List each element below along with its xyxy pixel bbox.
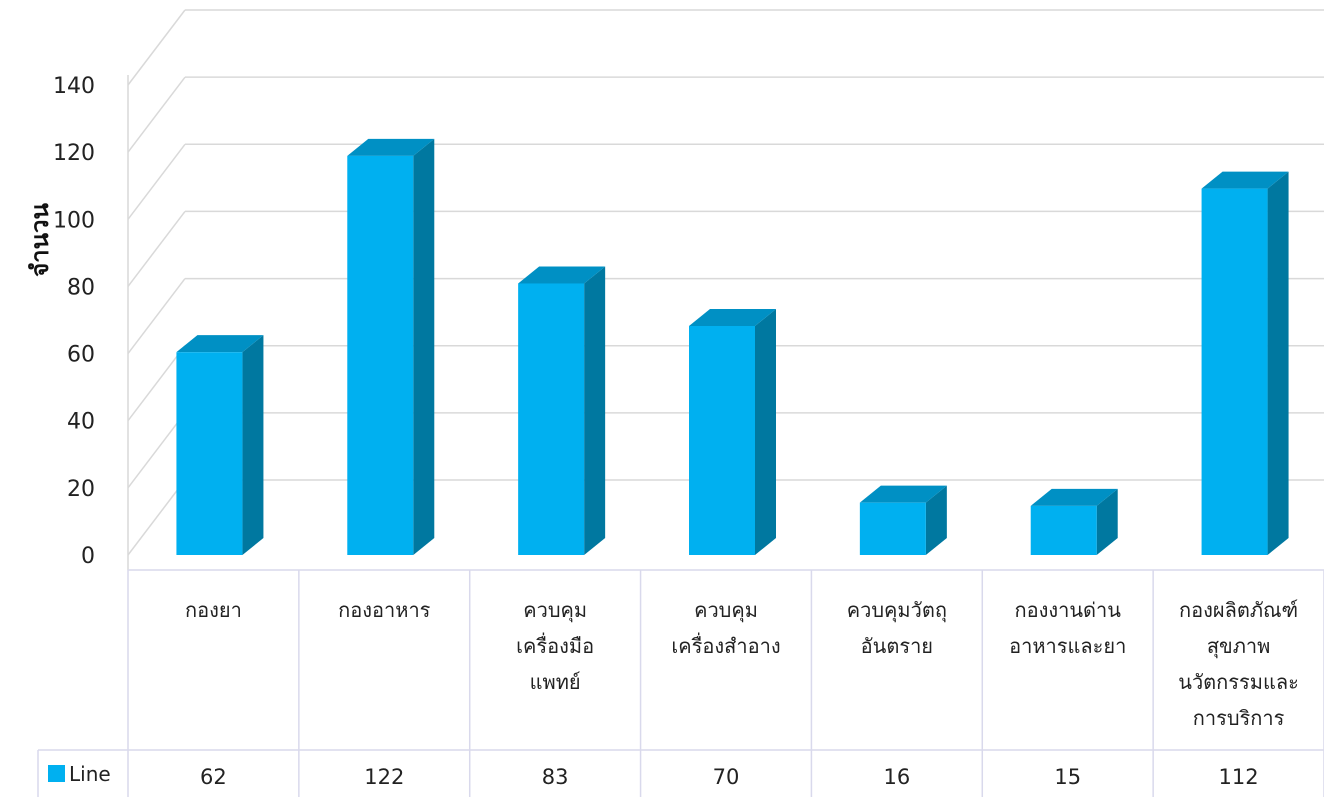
category-label: กองผลิตภัณฑ์สุขภาพนวัตกรรมและการบริการ	[1178, 598, 1299, 730]
bar-side	[755, 309, 776, 555]
bar-top	[1201, 171, 1289, 189]
data-table: กองยา กองอาหาร ควบคุมเครื่องมือแพทย์ ควบคุม…	[37, 569, 1324, 797]
y-tick-label: 120	[53, 141, 95, 166]
bar-top	[689, 309, 776, 326]
bar-front	[689, 326, 755, 555]
gridline-side	[127, 9, 186, 86]
bar-side	[1267, 171, 1289, 555]
bar-front	[176, 352, 243, 555]
bar	[347, 138, 435, 555]
bar-top	[1030, 488, 1118, 506]
y-tick-label: 40	[67, 410, 95, 435]
data-label: 16	[883, 765, 910, 789]
bar-side	[1096, 488, 1118, 555]
category-label: กองอาหาร	[338, 598, 431, 622]
bar-front	[347, 155, 414, 555]
y-axis: 0 20 40 60 80 100 120 140	[53, 74, 95, 569]
category-label: ควบคุมวัตถุอันตราย	[847, 598, 947, 658]
category-label: ควบคุมเครื่องสำอาง	[671, 598, 780, 658]
bar	[859, 485, 947, 555]
bar-side	[242, 335, 264, 555]
y-tick-label: 20	[67, 477, 95, 502]
bar	[518, 266, 606, 555]
bar-top	[176, 335, 264, 353]
y-axis-label: จำนวน	[26, 202, 54, 276]
data-label: 70	[713, 765, 740, 789]
bar-side	[584, 266, 606, 555]
bar-top	[518, 266, 606, 284]
data-label: 15	[1054, 765, 1081, 789]
y-tick-label: 80	[67, 275, 95, 300]
category-label: กองงานด่านอาหารและยา	[1009, 598, 1126, 658]
bar-front	[1201, 188, 1268, 555]
data-label: 122	[364, 765, 404, 789]
gridline-side	[127, 412, 186, 489]
bar-side	[413, 138, 435, 555]
category-label: ควบคุมเครื่องมือแพทย์	[516, 598, 594, 694]
y-tick-label: 60	[67, 343, 95, 368]
y-tick-label: 100	[53, 208, 95, 233]
gridline-side	[127, 345, 186, 422]
gridline-side	[127, 76, 186, 153]
bar	[689, 309, 776, 555]
bar-top	[859, 485, 947, 503]
y-tick-label: 140	[53, 74, 95, 99]
data-label: 112	[1219, 765, 1259, 789]
bars	[176, 138, 1289, 555]
gridline-side	[127, 278, 186, 355]
category-label: กองยา	[185, 598, 242, 622]
legend-label: Line	[69, 762, 111, 786]
bar-front	[1030, 505, 1097, 555]
bar-top	[347, 138, 435, 156]
bar-front	[518, 283, 585, 555]
bar	[176, 335, 264, 555]
gridline-side	[127, 479, 186, 556]
data-label: 62	[200, 765, 227, 789]
gridline-side	[127, 143, 186, 220]
legend-swatch	[48, 765, 65, 782]
data-label: 83	[542, 765, 569, 789]
bar-front	[859, 502, 926, 555]
bar-side	[925, 485, 947, 555]
bar	[1030, 488, 1118, 555]
bar	[1201, 171, 1289, 555]
y-tick-label: 0	[81, 544, 95, 569]
gridline-side	[127, 210, 186, 287]
